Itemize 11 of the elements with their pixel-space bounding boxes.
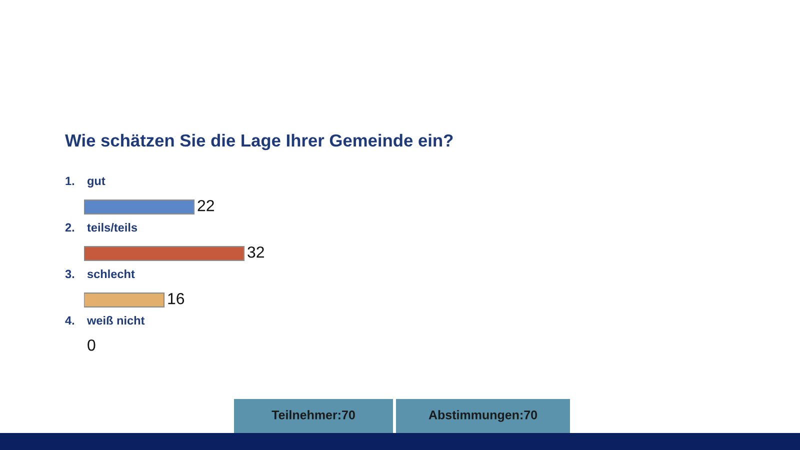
text: Abstimmungen:70 <box>428 410 538 422</box>
chart-title: Wie schätzen Sie die Lage Ihrer Gemeinde ein? <box>65 134 453 150</box>
data-label: 16 <box>168 292 184 304</box>
data-label: 22 <box>198 200 214 212</box>
y-tick-label: 2. teils/teils <box>65 222 138 232</box>
data-label: 0 <box>88 339 96 351</box>
y-tick-label: 4. weiß nicht <box>65 316 145 325</box>
y-tick-label: 3. schlecht <box>65 269 135 278</box>
data-label: 32 <box>248 246 264 258</box>
text: Teilnehmer:70 <box>272 410 355 420</box>
y-tick-label: 1. gut <box>66 176 106 188</box>
